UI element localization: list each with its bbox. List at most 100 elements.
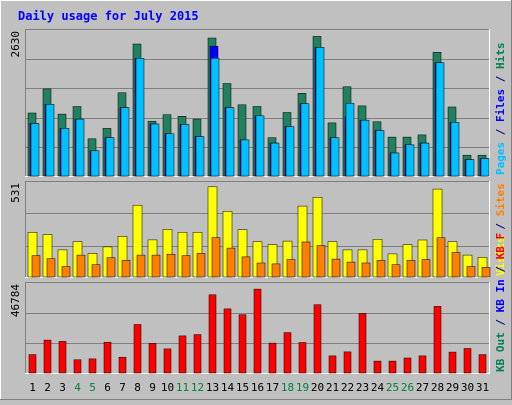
x-tick-label: 5 (89, 381, 96, 394)
x-tick-label: 26 (401, 381, 414, 394)
y-max-label: 46784 (9, 284, 22, 317)
bar-kb-f (343, 351, 352, 374)
bar-kb-f (298, 342, 307, 374)
x-tick-label: 3 (59, 381, 66, 394)
x-tick-label: 18 (281, 381, 294, 394)
bar-kb-f (268, 342, 277, 374)
x-tick-label: 16 (251, 381, 264, 394)
bar-kb-f (433, 306, 442, 374)
x-tick-label: 9 (149, 381, 156, 394)
bar-sites (346, 261, 356, 278)
bar-pages (345, 102, 355, 177)
series-axis-label: Pages / Files / Hits (494, 43, 507, 176)
bar-sites (61, 266, 71, 278)
bar-kb-f (118, 356, 127, 374)
x-tick-label: 7 (119, 381, 126, 394)
bar-kb-f (388, 360, 397, 374)
bar-sites (211, 237, 221, 278)
bar-pages (225, 107, 235, 177)
bar-sites (421, 259, 431, 278)
series-axis-label-part: Sites (494, 183, 507, 216)
bar-pages (75, 118, 85, 177)
bar-sites (241, 256, 251, 278)
bar-pages (90, 150, 100, 177)
bar-sites (391, 264, 401, 278)
bar-pages (30, 123, 40, 177)
bar-sites (271, 263, 281, 278)
series-axis-label: KB Out / KB In / KB F (494, 233, 507, 372)
bar-kb-f (178, 335, 187, 374)
bar-kb-f (373, 360, 382, 374)
panel-middle: 531 Visits / Sites (9, 181, 507, 278)
bar-pages (135, 58, 145, 177)
bar-pages (420, 142, 430, 177)
x-tick-label: 14 (221, 381, 235, 394)
bar-pages (60, 128, 70, 177)
bar-sites (181, 255, 191, 278)
bar-sites (121, 260, 131, 278)
x-tick-label: 11 (176, 381, 189, 394)
series-axis-label-part: / (494, 122, 507, 142)
bar-kb-f (403, 357, 412, 374)
bar-kb-f (328, 355, 337, 374)
bar-sites (331, 258, 341, 278)
bar-sites (256, 262, 266, 278)
series-axis-label-part: Pages (494, 142, 507, 175)
bar-pages (210, 58, 220, 177)
bar-sites (436, 237, 446, 278)
x-tick-label: 24 (371, 381, 385, 394)
bar-sites (301, 241, 311, 278)
bar-kb-f (28, 354, 37, 374)
bar-sites (466, 266, 476, 278)
bar-kb-f (238, 314, 247, 374)
bar-kb-f (193, 334, 202, 374)
bar-pages (270, 142, 280, 177)
bar-sites (196, 253, 206, 278)
bar-kb-f (463, 348, 472, 374)
x-tick-label: 4 (74, 381, 81, 394)
series-axis-label-part: / (494, 69, 507, 89)
x-tick-label: 28 (431, 381, 444, 394)
bar-pages (105, 137, 115, 177)
bar-kb-f (478, 354, 487, 374)
series-axis-label-part: KB Out (494, 332, 507, 372)
bar-pages (195, 136, 205, 177)
bar-pages (390, 152, 400, 177)
series-axis-label-part: / (494, 259, 507, 279)
x-tick-label: 25 (386, 381, 399, 394)
x-tick-label: 12 (191, 381, 204, 394)
bar-kb-f (148, 343, 157, 374)
panel-bottom: 46784 KB Out / KB In / KB F (9, 233, 507, 374)
x-tick-label: 20 (311, 381, 324, 394)
bar-kb-f (133, 324, 142, 374)
bar-pages (360, 119, 370, 177)
bar-kb-f (208, 294, 217, 374)
bar-kb-f (358, 313, 367, 374)
bar-sites (91, 264, 101, 278)
series-axis-label-part: KB F (494, 233, 507, 260)
bar-sites (376, 260, 386, 278)
x-tick-label: 17 (266, 381, 279, 394)
x-tick-label: 1 (29, 381, 36, 394)
bar-sites (46, 258, 56, 278)
x-axis-labels: 1 2 3 4 5 6 7 8 9 10 11 12 13 14 15 16 17 18 19 20 21 22 23 24 2… (29, 381, 489, 394)
x-tick-label: 31 (476, 381, 489, 394)
x-tick-label: 29 (446, 381, 459, 394)
bar-sites (316, 245, 326, 278)
bar-pages (150, 123, 160, 177)
bar-pages (285, 126, 295, 177)
bar-kb-f (283, 332, 292, 374)
bar-kb-f (88, 358, 97, 374)
bar-pages (165, 133, 175, 177)
bar-kb-f (223, 308, 232, 374)
series-axis-label-part: Hits (494, 43, 507, 70)
series-axis-label-part: Visits (494, 236, 507, 276)
bar-pages (120, 107, 130, 177)
panels-group: 2630 Pages / Files / Hits 531 Visits / Site… (9, 29, 507, 374)
bar-sites (151, 254, 161, 278)
bar-pages (480, 158, 490, 177)
bar-pages (255, 115, 265, 177)
bar-sites (106, 257, 116, 278)
bar-kb-f (43, 339, 52, 374)
